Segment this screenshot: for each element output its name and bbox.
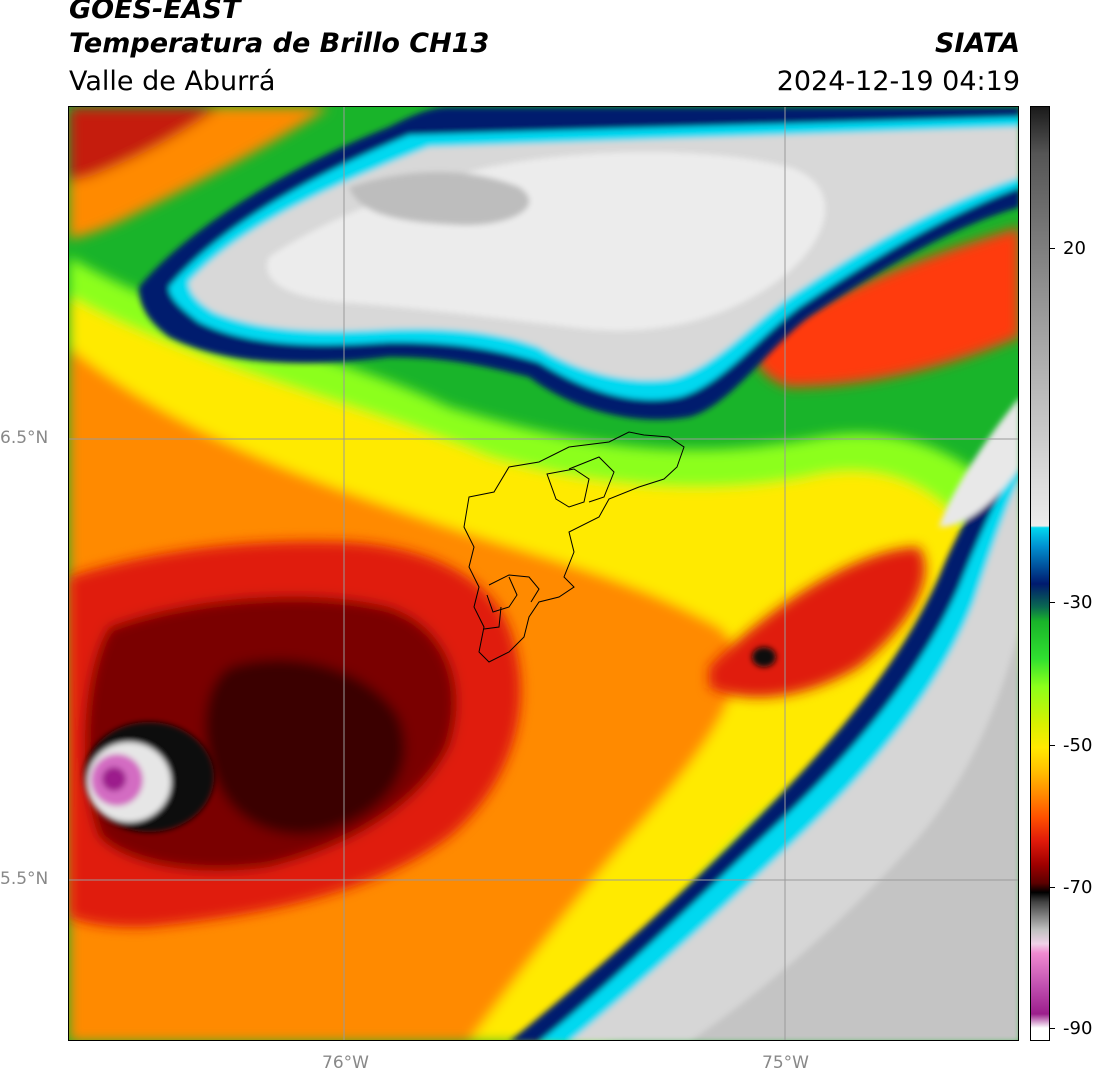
colorbar-tick — [1050, 248, 1055, 249]
lon-label-75: 75°W — [762, 1053, 809, 1073]
east-small-overshoot — [752, 647, 776, 667]
lat-label-6-5: 6.5°N — [0, 428, 49, 448]
clear-southeast-mid — [691, 634, 1018, 1040]
colorbar-tick — [1050, 602, 1055, 603]
municipal-boundaries — [463, 431, 685, 663]
region-subtitle: Valle de Aburrá — [69, 66, 276, 97]
darkest-core — [205, 659, 406, 835]
lon-label-76: 76°W — [322, 1053, 369, 1073]
satellite-title: GOES-EAST — [69, 0, 241, 25]
lat-label-5-5: 5.5°N — [0, 869, 49, 889]
clear-east-strip — [939, 399, 1018, 527]
colorbar-gradient — [1031, 107, 1049, 1040]
colorbar — [1030, 106, 1050, 1041]
map-canvas — [69, 107, 1018, 1040]
brightness-temperature-map[interactable] — [68, 106, 1019, 1041]
north-dark-red — [69, 107, 219, 182]
product-title: Temperatura de Brillo CH13 — [69, 28, 490, 59]
colorbar-label-minus50: -50 — [1063, 735, 1093, 756]
colorbar-tick — [1050, 1028, 1055, 1029]
colorbar-label-minus30: -30 — [1063, 592, 1093, 613]
magenta-overshoot — [102, 767, 126, 791]
organization-label: SIATA — [934, 28, 1020, 59]
colorbar-tick — [1050, 887, 1055, 888]
colorbar-label-minus70: -70 — [1063, 877, 1093, 898]
northeast-red-patch — [755, 227, 1018, 387]
colorbar-label-20: 20 — [1063, 238, 1086, 259]
colorbar-label-minus90: -90 — [1063, 1018, 1093, 1039]
timestamp-label: 2024-12-19 04:19 — [776, 66, 1020, 97]
colorbar-tick — [1050, 745, 1055, 746]
clear-north-darkgray — [349, 172, 530, 226]
